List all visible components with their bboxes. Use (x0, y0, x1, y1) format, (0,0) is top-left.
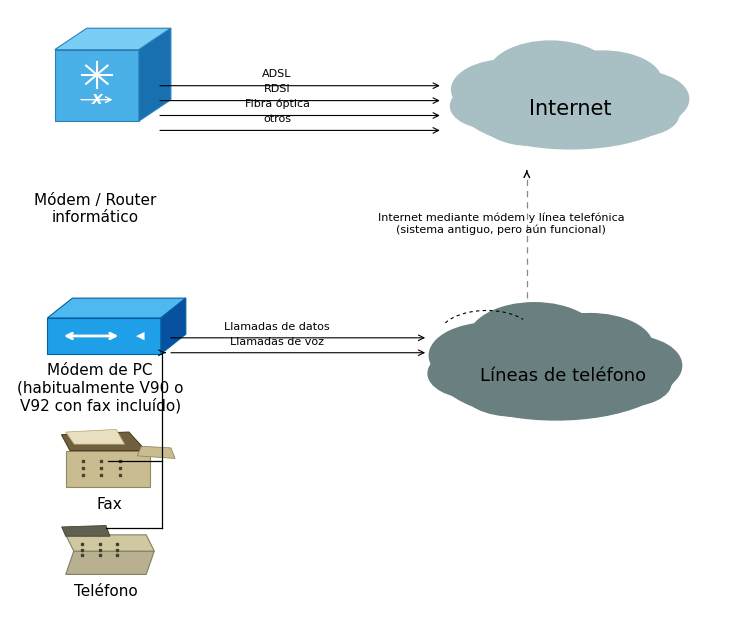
Polygon shape (66, 551, 154, 574)
Ellipse shape (588, 94, 679, 137)
Text: Internet: Internet (530, 99, 612, 119)
Ellipse shape (463, 366, 565, 416)
Text: Módem de PC
(habitualmente V90 o
V92 con fax incluído): Módem de PC (habitualmente V90 o V92 con… (16, 363, 183, 414)
Ellipse shape (574, 360, 670, 407)
Ellipse shape (518, 371, 638, 417)
Text: X: X (92, 93, 102, 107)
Ellipse shape (458, 56, 684, 149)
Ellipse shape (580, 336, 682, 395)
Polygon shape (66, 535, 154, 551)
Text: Teléfono: Teléfono (74, 584, 138, 599)
Text: Llamadas de datos: Llamadas de datos (224, 322, 330, 332)
Polygon shape (137, 446, 176, 458)
Ellipse shape (428, 348, 520, 398)
Ellipse shape (544, 51, 662, 111)
Polygon shape (160, 298, 186, 354)
Text: RDSI: RDSI (264, 84, 290, 94)
Polygon shape (62, 432, 146, 451)
Text: Fibra óptica: Fibra óptica (244, 99, 310, 109)
Polygon shape (62, 525, 110, 537)
Ellipse shape (593, 72, 688, 126)
Text: ADSL: ADSL (262, 70, 292, 79)
Ellipse shape (451, 83, 537, 129)
Polygon shape (47, 298, 186, 318)
Polygon shape (55, 28, 171, 50)
Ellipse shape (483, 99, 579, 145)
Text: ◀: ◀ (136, 331, 145, 341)
Ellipse shape (527, 314, 652, 379)
Ellipse shape (452, 60, 565, 120)
Ellipse shape (535, 104, 648, 147)
Ellipse shape (429, 323, 550, 388)
Text: Módem / Router
informático: Módem / Router informático (34, 193, 156, 225)
Text: Fax: Fax (97, 497, 122, 512)
Ellipse shape (488, 41, 613, 110)
Polygon shape (55, 50, 139, 121)
Polygon shape (66, 430, 124, 444)
Polygon shape (139, 28, 171, 121)
Text: Internet mediante módem y línea telefónica
(sistema antiguo, pero aún funcional): Internet mediante módem y línea telefóni… (378, 212, 625, 235)
Text: Líneas de teléfono: Líneas de teléfono (480, 367, 646, 384)
Text: Llamadas de voz: Llamadas de voz (230, 337, 324, 347)
Polygon shape (66, 451, 150, 487)
Polygon shape (47, 318, 160, 354)
Ellipse shape (435, 319, 676, 420)
Text: otros: otros (263, 114, 291, 124)
Ellipse shape (468, 303, 601, 377)
